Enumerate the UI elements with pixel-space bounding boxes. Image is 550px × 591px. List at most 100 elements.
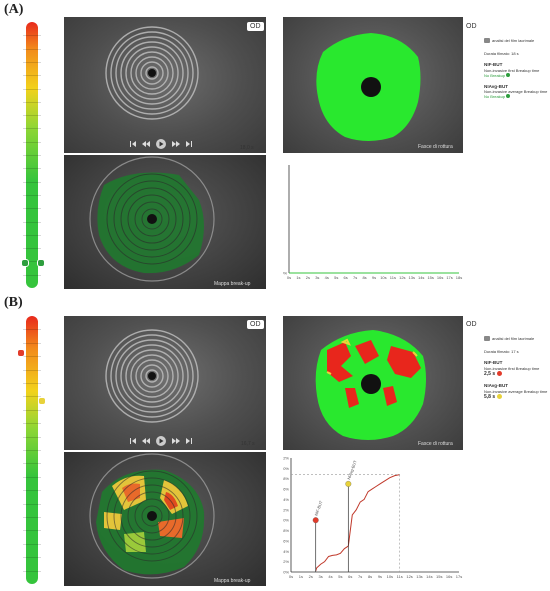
folder-icon [484, 38, 490, 43]
analysis-header: analisi del film lacrimale [492, 38, 535, 43]
scale-tick [23, 155, 41, 156]
niavg-desc: Non-invasive average Breakup time [484, 89, 548, 95]
scale-tick [23, 517, 41, 518]
x-tick-label: 1s [296, 275, 300, 280]
x-tick-label: 15s [436, 574, 442, 579]
yellow-dot-icon [496, 393, 502, 399]
elapsed-time: 18,0 s [240, 145, 254, 151]
series-line [315, 474, 400, 572]
rupture-caption: Fasce di rottura [418, 441, 453, 447]
eye-placido-image [64, 17, 266, 153]
x-tick-label: 7s [358, 574, 362, 579]
x-tick-label: 2s [306, 275, 310, 280]
scale-tick [23, 463, 41, 465]
scale-tick [23, 356, 41, 358]
rupture-image: Fasce di rottura [283, 316, 463, 450]
x-tick-label: 15s [427, 275, 433, 280]
x-tick-label: 14s [426, 574, 432, 579]
eye-side-label: OD [463, 22, 480, 31]
breakup-chart-a: 0s 1s 2s 3s 4s 5s 6s 7s 8s 9s 10s 11s 12s 13s 14s 15s 16… [281, 155, 463, 289]
scale-tick [23, 208, 41, 210]
y-tick-label: 6% [283, 538, 289, 543]
nif-value: No Breakup [484, 72, 506, 78]
scale-tick [23, 503, 41, 505]
marker-point [312, 517, 319, 524]
nif-value: 2,5 s [484, 370, 496, 377]
breakup-chart-b: 0s 1s 2s 3s 4s 5s 6s 7s 8s 9s 10s 11s 12s 13s 14s 15s 16… [281, 452, 463, 586]
playback-controls[interactable] [126, 434, 196, 446]
x-tick-label: 3s [319, 574, 323, 579]
scale-tick [23, 35, 41, 37]
scale-tick [23, 383, 41, 384]
scale-tick [23, 342, 41, 344]
side-info: analisi del film lacrimale Durata filmat… [484, 38, 550, 99]
x-tick-label: 6s [344, 275, 348, 280]
playback-controls[interactable] [126, 137, 196, 149]
elapsed-time: 16,7 s [241, 441, 255, 447]
nif-desc: Non-invasive first Breakup time [484, 365, 540, 371]
folder-icon [484, 336, 490, 341]
nif-marker-icon [17, 349, 25, 357]
x-tick-label: 13s [416, 574, 422, 579]
scale-tick [23, 369, 41, 371]
marker-label: NIF-BUT [313, 499, 323, 516]
x-tick-label: 7s [353, 275, 357, 280]
x-tick-label: 11s [397, 574, 403, 579]
scale-tick [23, 329, 41, 331]
breakup-map-image: Mappa break-up [64, 155, 266, 289]
eye-side-label: OD [247, 320, 264, 329]
status-dot-icon [37, 259, 45, 267]
y-tick-label: 20% [283, 466, 289, 471]
scale-tick [23, 221, 41, 223]
x-tick-label: 3s [315, 275, 319, 280]
x-tick-label: 9s [378, 574, 382, 579]
red-dot-icon [496, 370, 502, 376]
rupture-image: Fasce di rottura [283, 17, 463, 153]
x-tick-label: 12s [399, 275, 405, 280]
scale-tick [23, 274, 41, 276]
panel-label-b: (B) [4, 295, 23, 310]
scale-tick [23, 141, 41, 143]
scale-tick [23, 570, 41, 572]
scale-tick [23, 88, 41, 90]
niavg-value: 5,8 s [484, 393, 496, 400]
eye-side-label: OD [463, 320, 480, 329]
rupture-caption: Fasce di rottura [418, 144, 453, 150]
scale-tick [23, 48, 41, 50]
scale-tick [23, 543, 41, 545]
eye-side-label: OD [247, 22, 264, 31]
duration-text: Durata filmato: 18 s [484, 51, 519, 56]
scale-tick [23, 101, 41, 103]
scale-tick [23, 476, 41, 478]
x-tick-label: 11s [390, 275, 396, 280]
y-tick-label: 12% [283, 507, 289, 512]
scale-tick [23, 423, 41, 425]
x-tick-label: 0s [289, 574, 293, 579]
color-scale-bar [17, 316, 46, 584]
side-info: analisi del film lacrimale Durata filmat… [484, 336, 550, 400]
scale-tick [23, 75, 41, 77]
niavg-desc: Non-invasive average Breakup time [484, 388, 548, 394]
y-tick-label: 18% [283, 476, 289, 481]
x-tick-label: 16s [437, 275, 443, 280]
check-icon [506, 72, 511, 77]
niavg-marker-icon [38, 397, 46, 405]
check-icon [506, 94, 511, 99]
scale-tick [23, 61, 41, 63]
x-tick-label: 17s [446, 275, 452, 280]
status-dot-icon [21, 259, 29, 267]
x-tick-label: 4s [325, 275, 329, 280]
scale-tick [23, 115, 41, 117]
x-tick-label: 18s [456, 275, 462, 280]
x-tick-label: 5s [338, 574, 342, 579]
niavg-title: NIAvg-BUT [484, 83, 509, 89]
x-tick-label: 10s [380, 275, 386, 280]
breakup-map-image: Mappa break-up [64, 452, 266, 586]
panel-label-a: (A) [4, 2, 24, 17]
scale-tick [23, 168, 41, 170]
x-tick-label: 17s [456, 574, 462, 579]
x-tick-label: 4s [328, 574, 332, 579]
niavg-title: NIAvg-BUT [484, 382, 509, 388]
scale-tick [23, 450, 41, 451]
scale-tick [23, 261, 41, 263]
